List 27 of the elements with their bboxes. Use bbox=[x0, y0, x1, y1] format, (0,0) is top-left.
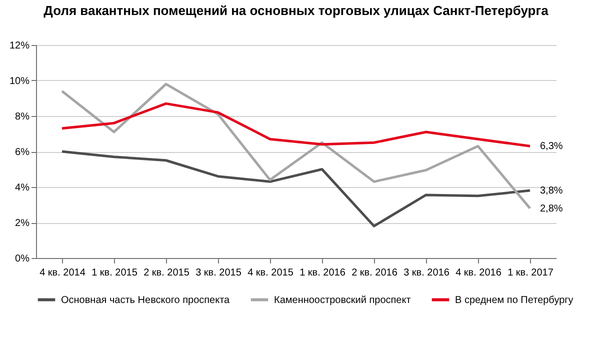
legend-label: Каменноостровский проспект bbox=[274, 294, 412, 306]
y-tick-label: 4% bbox=[15, 182, 30, 194]
y-tick-label: 0% bbox=[15, 254, 30, 264]
y-tick-label: 12% bbox=[9, 40, 30, 52]
y-tick-label: 2% bbox=[15, 218, 30, 229]
data-label: 2,8% bbox=[540, 203, 563, 214]
x-tick-label: 3 кв. 2015 bbox=[196, 268, 242, 278]
x-tick-label: 2 кв. 2015 bbox=[144, 268, 190, 278]
y-tick-label: 6% bbox=[15, 147, 30, 158]
legend-label: В среднем по Петербургу bbox=[455, 294, 574, 306]
line-series bbox=[60, 102, 532, 148]
data-label: 3,8% bbox=[540, 186, 563, 197]
x-tick-label: 1 кв. 2017 bbox=[508, 268, 554, 278]
line-series bbox=[60, 82, 532, 210]
y-tick-label: 8% bbox=[15, 112, 30, 122]
data-label: 6,3% bbox=[540, 141, 563, 152]
x-tick-label: 4 кв. 2014 bbox=[40, 268, 86, 278]
x-tick-label: 4 кв. 2015 bbox=[248, 268, 294, 278]
chart-title: Доля вакантных помещений на основных торговых улицах Санкт-Петербурга bbox=[44, 3, 550, 18]
x-tick-label: 1 кв. 2015 bbox=[92, 268, 138, 278]
y-tick-label: 10% bbox=[9, 76, 30, 87]
line-series bbox=[60, 150, 532, 228]
x-tick-label: 3 кв. 2016 bbox=[404, 268, 450, 278]
legend-label: Основная часть Невского проспекта bbox=[61, 294, 230, 306]
x-tick-label: 4 кв. 2016 bbox=[456, 268, 502, 278]
x-tick-label: 2 кв. 2016 bbox=[352, 268, 398, 278]
x-tick-label: 1 кв. 2016 bbox=[300, 268, 346, 278]
